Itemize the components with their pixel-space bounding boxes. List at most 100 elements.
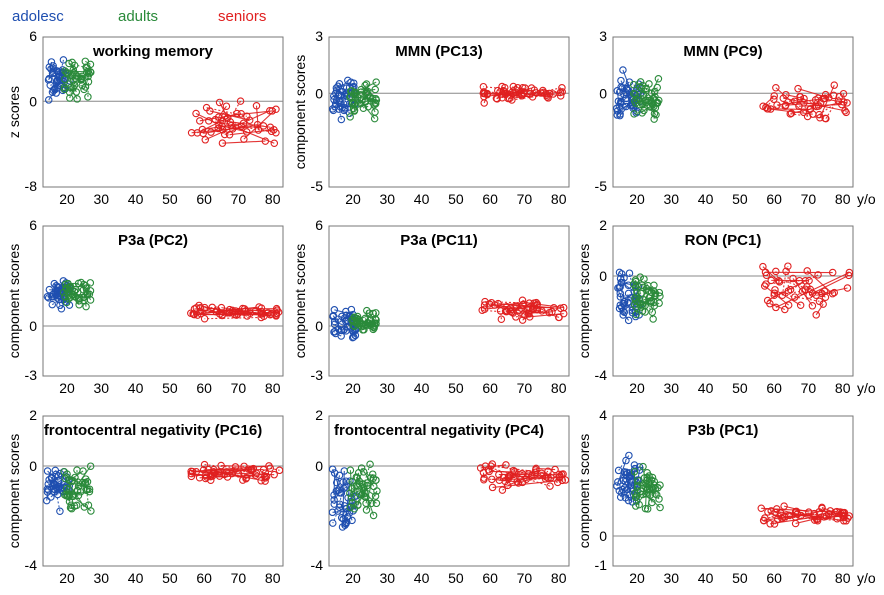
seniors-point (215, 472, 224, 480)
adults-point (86, 68, 95, 76)
seniors-point (270, 126, 278, 134)
y-tick-label: 6 (29, 28, 37, 44)
adults-point (65, 493, 73, 501)
adults-point (654, 483, 662, 492)
seniors-point (206, 107, 214, 115)
panel-frame (612, 36, 854, 188)
adults-point (74, 482, 83, 490)
adults-point (648, 498, 656, 507)
adults-point (63, 68, 71, 77)
x-tick-label: 40 (414, 570, 430, 586)
seniors-point (842, 108, 850, 117)
seniors-point (770, 520, 779, 528)
adults-point (649, 287, 658, 295)
seniors-point (551, 465, 559, 474)
seniors-point (260, 472, 269, 481)
seniors-point (840, 512, 848, 521)
adults-point (640, 474, 649, 482)
seniors-point (236, 97, 245, 105)
seniors-point (275, 466, 284, 475)
seniors-point (770, 289, 779, 298)
seniors-point (494, 299, 502, 308)
seniors-point (207, 471, 215, 480)
x-tick-label: 40 (128, 570, 144, 586)
adults-point (82, 68, 91, 76)
seniors-point (504, 473, 513, 481)
seniors-point (556, 304, 565, 313)
adults-point (372, 499, 381, 508)
adolesc-point (618, 278, 626, 287)
adults-point (81, 83, 90, 91)
adults-point (371, 108, 379, 116)
adults-link (72, 72, 75, 81)
x-tick-label: 20 (629, 191, 645, 207)
seniors-point (808, 302, 817, 310)
adults-point (361, 98, 370, 106)
adults-point (362, 493, 370, 501)
adults-point (651, 490, 659, 498)
seniors-point (493, 95, 501, 103)
seniors-point (763, 296, 772, 305)
seniors-point (781, 101, 790, 109)
adolesc-point (619, 485, 627, 494)
adults-point (84, 93, 92, 101)
x-tick-label: 60 (766, 380, 782, 396)
seniors-point (521, 84, 529, 92)
adults-point (349, 321, 357, 330)
seniors-link (230, 121, 272, 132)
seniors-point (775, 278, 784, 286)
x-tick-label: 20 (59, 191, 75, 207)
seniors-point (264, 309, 272, 317)
seniors-link (500, 310, 502, 320)
adolesc-point (616, 289, 625, 298)
adults-point (648, 308, 657, 316)
adults-point (631, 502, 640, 510)
seniors-point (762, 280, 770, 288)
x-tick-label: 40 (128, 380, 144, 396)
adults-point (646, 103, 654, 111)
x-tick-label: 60 (196, 191, 212, 207)
panel-frame (612, 415, 854, 567)
adults-point (352, 473, 361, 481)
adolesc-point (330, 306, 339, 314)
seniors-point (547, 473, 555, 482)
seniors-point (524, 469, 533, 478)
x-tick-label: 70 (801, 191, 817, 207)
adolesc-point (56, 301, 64, 309)
seniors-point (505, 471, 514, 480)
adolesc-point (330, 95, 338, 104)
seniors-point (845, 268, 854, 277)
seniors-point (480, 301, 489, 309)
adolesc-point (625, 269, 634, 277)
adolesc-point (331, 327, 339, 336)
adults-point (656, 292, 664, 301)
adolesc-point (45, 96, 53, 104)
panel-title: P3a (PC11) (400, 232, 478, 249)
adults-point (367, 499, 375, 508)
adults-point (69, 65, 78, 74)
adolesc-point (337, 332, 345, 340)
seniors-point (800, 94, 808, 103)
seniors-point (218, 126, 227, 134)
seniors-point (781, 305, 789, 314)
seniors-point (272, 105, 280, 113)
seniors-point (187, 128, 196, 137)
seniors-point (766, 105, 775, 113)
seniors-point (801, 285, 810, 294)
adolesc-point (342, 307, 350, 316)
seniors-link (763, 511, 820, 521)
seniors-point (772, 83, 780, 92)
adults-point (351, 89, 359, 97)
adolesc-point (616, 293, 625, 301)
y-tick-label: -3 (311, 367, 324, 383)
x-tick-label: 60 (766, 191, 782, 207)
seniors-point (526, 90, 534, 98)
adults-link (349, 485, 368, 494)
seniors-point (809, 110, 817, 118)
adults-link (633, 93, 637, 104)
y-tick-label: 0 (315, 85, 323, 101)
adults-point (637, 303, 645, 311)
adolesc-point (330, 320, 339, 329)
adolesc-point (47, 473, 56, 482)
seniors-link (781, 271, 787, 296)
